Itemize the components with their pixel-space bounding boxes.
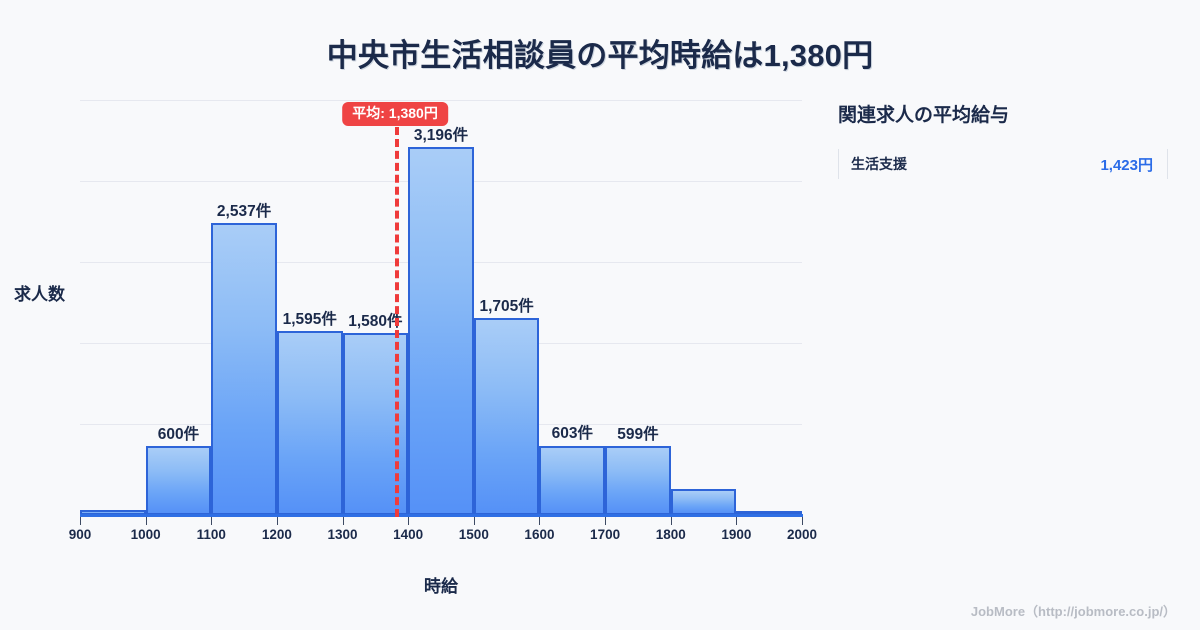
bar-series [80, 100, 802, 515]
x-axis-tick [342, 517, 344, 525]
gridline [80, 100, 802, 101]
bar-value-label: 1,580件 [348, 312, 403, 330]
x-axis-tick [473, 517, 475, 525]
histogram-bar [605, 445, 671, 515]
histogram-bar [670, 488, 737, 515]
x-axis-tick-label: 1700 [590, 527, 621, 542]
histogram-bar [408, 146, 474, 515]
page-title: 中央市生活相談員の平均時給は1,380円 [326, 38, 874, 73]
x-axis-tick-label: 1100 [196, 527, 226, 542]
related-salary-panel: 関連求人の平均給与 生活支援 1,423円 [838, 100, 1168, 179]
related-salary-rows: 生活支援 1,423円 [838, 149, 1168, 179]
related-salary-row-value: 1,423円 [1100, 156, 1153, 174]
histogram-bar [473, 318, 540, 515]
bar-value-label: 599件 [617, 425, 659, 443]
x-axis-tick-label: 1500 [458, 527, 489, 542]
histogram-bar [276, 331, 343, 515]
y-axis-title: 求人数 [14, 285, 65, 304]
x-axis-tick [145, 517, 147, 525]
bar-value-label: 600件 [157, 425, 200, 443]
x-axis-tick [670, 517, 672, 525]
bar-value-label: 603件 [551, 425, 593, 443]
x-axis-tick [802, 517, 803, 525]
bar-value-label: 1,595件 [282, 311, 337, 329]
x-axis-tick [408, 517, 410, 525]
bar-value-label: 2,537件 [216, 202, 272, 220]
x-axis-tick-label: 1800 [655, 527, 686, 542]
x-axis-tick-label: 900 [68, 527, 92, 542]
x-axis-tick [539, 517, 541, 525]
x-axis-tick [211, 517, 213, 525]
bar-value-label: 3,196件 [413, 126, 469, 144]
x-axis-tick [276, 517, 278, 525]
histogram-chart: 600件 2,537件 1,595件 1,580件 3,196件 1,705件 603件 59… [14, 100, 818, 596]
average-badge: 平均: 1,380円 [342, 102, 448, 127]
x-axis-tick [736, 517, 738, 525]
bar-value-label: 1,705件 [479, 298, 534, 316]
related-salary-row-label: 生活支援 [851, 156, 907, 172]
histogram-bar [539, 445, 606, 515]
average-line [395, 127, 400, 517]
related-salary-row: 生活支援 1,423円 [838, 149, 1168, 179]
x-axis-tick-label: 1000 [130, 527, 161, 542]
x-axis-title: 時給 [424, 577, 458, 596]
footer-attribution: JobMore（http://jobmore.co.jp/） [970, 604, 1176, 619]
x-axis-tick-label: 1200 [261, 527, 292, 542]
histogram-bar [211, 222, 277, 515]
x-axis-tick-label: 1900 [721, 527, 752, 542]
x-axis-tick [80, 517, 81, 525]
x-axis-tick-label: 1600 [524, 527, 555, 542]
x-axis-tick-label: 2000 [786, 527, 818, 542]
x-axis-tick-label: 1300 [327, 527, 358, 542]
histogram-bar [145, 445, 212, 515]
x-axis-tick-label: 1400 [393, 527, 424, 542]
related-salary-title: 関連求人の平均給与 [838, 105, 1010, 126]
x-axis-line [80, 514, 803, 517]
x-axis-tick [605, 517, 607, 525]
